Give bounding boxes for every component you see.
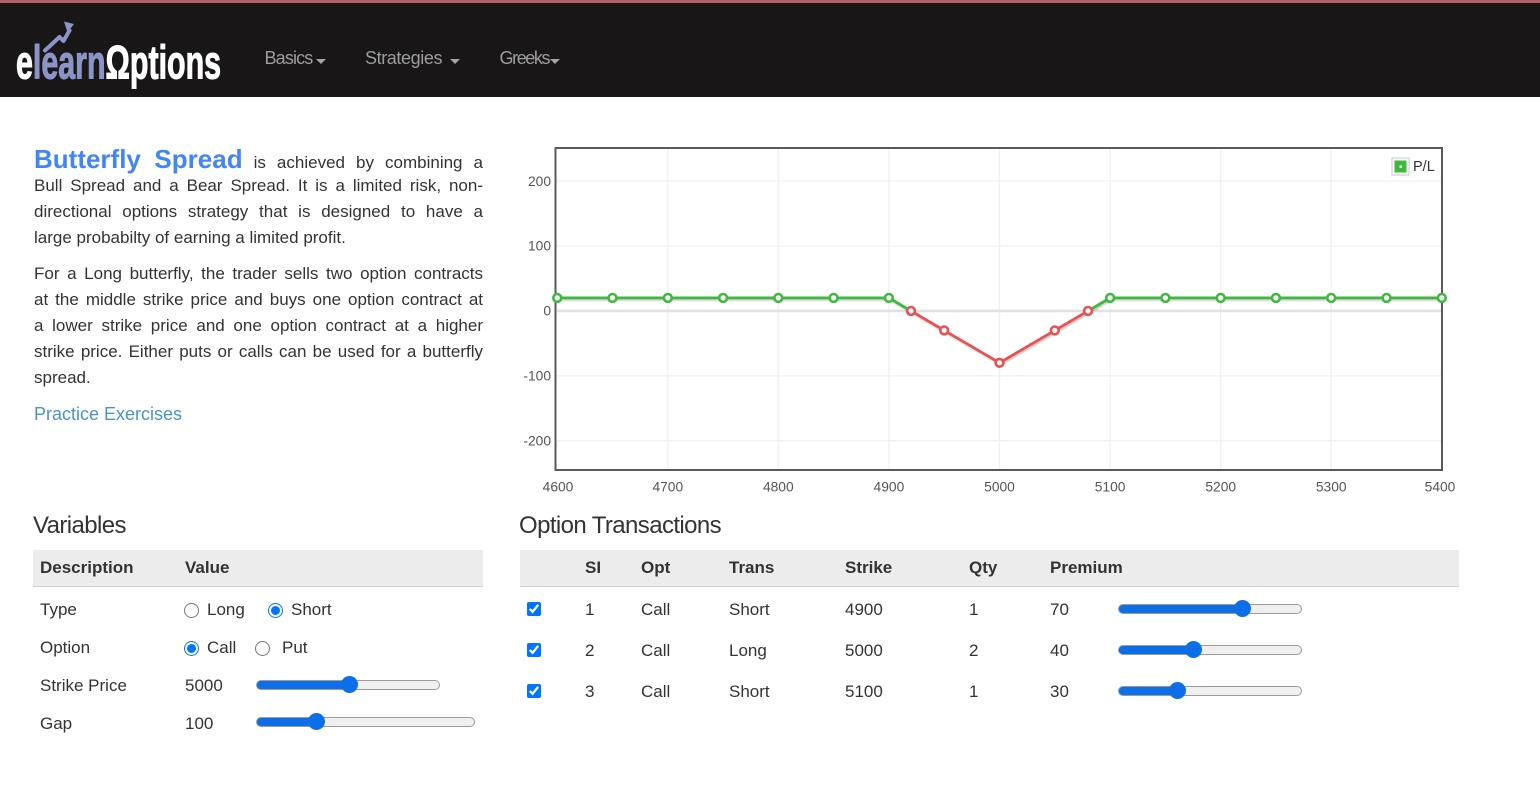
svg-text:elearnΩptions: elearnΩptions [16,37,221,89]
svg-text:5000: 5000 [984,480,1015,495]
svg-text:4800: 4800 [763,480,794,495]
svg-text:5100: 5100 [1095,480,1126,495]
svg-text:5200: 5200 [1205,480,1236,495]
svg-text:5400: 5400 [1425,480,1456,495]
svg-text:-200: -200 [523,433,551,448]
svg-text:0: 0 [543,304,551,319]
svg-text:P/L: P/L [1413,159,1435,175]
svg-text:200: 200 [528,174,551,189]
svg-text:4900: 4900 [874,480,905,495]
svg-text:5300: 5300 [1316,480,1347,495]
svg-text:100: 100 [528,239,551,254]
svg-text:4600: 4600 [543,480,574,495]
svg-text:-100: -100 [523,369,551,384]
svg-text:4700: 4700 [652,480,683,495]
